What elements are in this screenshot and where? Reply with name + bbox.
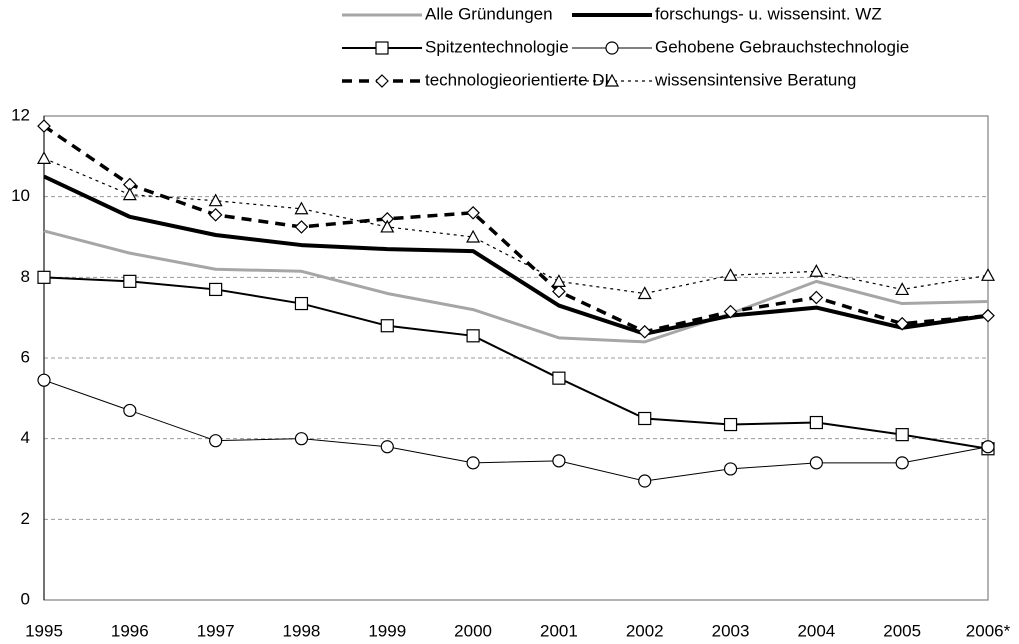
x-tick-label: 1997 <box>197 621 235 640</box>
legend-item: Gehobene Gebrauchstechnologie <box>572 37 909 56</box>
y-tick-label: 8 <box>21 267 30 286</box>
legend-item: Alle Gründungen <box>342 4 553 23</box>
x-tick-label: 2004 <box>797 621 835 640</box>
marker <box>294 296 309 311</box>
series-line <box>43 276 989 450</box>
marker <box>723 417 738 432</box>
x-tick-label: 2000 <box>454 621 492 640</box>
marker <box>895 428 909 442</box>
x-tick-label: 2001 <box>540 621 578 640</box>
marker <box>551 274 566 287</box>
marker <box>209 434 223 448</box>
legend-item: technologieorientierte DL <box>342 70 614 89</box>
x-tick-label: 1995 <box>25 621 63 640</box>
marker <box>809 290 824 305</box>
marker <box>123 274 137 288</box>
marker <box>36 151 52 164</box>
y-tick-label: 10 <box>11 186 30 205</box>
x-tick-label: 1996 <box>111 621 149 640</box>
marker <box>123 403 137 418</box>
y-tick-label: 12 <box>11 105 30 124</box>
legend-marker <box>604 73 620 87</box>
legend-marker <box>375 41 389 55</box>
marker <box>208 207 223 222</box>
marker <box>380 440 394 454</box>
marker <box>466 229 481 243</box>
marker <box>552 454 566 468</box>
marker <box>294 201 309 215</box>
series-line <box>43 157 989 295</box>
series-line <box>43 124 989 334</box>
marker <box>638 411 652 426</box>
legend-item: Spitzentechnologie <box>342 37 569 56</box>
marker <box>466 329 480 343</box>
marker <box>37 119 51 133</box>
legend-marker <box>605 41 619 55</box>
marker <box>895 282 910 296</box>
legend-marker <box>375 74 389 88</box>
marker <box>981 308 995 323</box>
x-tick-label: 2006* <box>966 621 1011 640</box>
marker <box>294 220 309 234</box>
marker <box>37 270 51 284</box>
legend-label: Alle Gründungen <box>425 4 553 23</box>
y-tick-label: 2 <box>21 509 30 528</box>
legend-label: technologieorientierte DL <box>425 70 614 89</box>
marker <box>294 432 309 446</box>
marker <box>552 284 566 299</box>
marker <box>122 187 137 201</box>
y-tick-label: 4 <box>21 428 30 447</box>
marker <box>980 268 996 281</box>
marker <box>809 415 823 430</box>
legend-item: wissensintensive Beratung <box>572 70 856 89</box>
marker <box>37 373 51 387</box>
marker <box>809 456 823 470</box>
marker <box>895 456 909 470</box>
series-line <box>43 379 989 482</box>
legend-label: Spitzentechnologie <box>425 37 569 56</box>
marker <box>209 282 223 297</box>
marker <box>466 456 480 470</box>
series-line <box>43 174 989 336</box>
marker <box>637 286 652 300</box>
legend-label: forschungs- u. wissensint. WZ <box>655 4 882 23</box>
y-tick-label: 0 <box>21 589 30 608</box>
marker <box>981 440 995 454</box>
legend-label: wissensintensive Beratung <box>654 70 856 89</box>
marker <box>380 219 395 233</box>
marker <box>638 474 652 488</box>
series-line <box>43 229 989 344</box>
marker <box>723 462 738 476</box>
marker <box>895 316 910 331</box>
legend-item: forschungs- u. wissensint. WZ <box>572 4 882 23</box>
marker <box>552 371 566 385</box>
x-tick-label: 1999 <box>368 621 406 640</box>
marker <box>380 319 394 333</box>
marker <box>723 268 738 281</box>
marker <box>637 324 652 339</box>
x-tick-label: 2002 <box>626 621 664 640</box>
x-tick-label: 2003 <box>712 621 750 640</box>
x-tick-label: 1998 <box>283 621 321 640</box>
legend-label: Gehobene Gebrauchstechnologie <box>655 37 909 56</box>
marker <box>208 193 223 207</box>
x-tick-label: 2005 <box>883 621 921 640</box>
marker <box>466 205 480 220</box>
marker <box>723 304 738 319</box>
y-tick-label: 6 <box>21 347 30 366</box>
marker <box>809 264 824 277</box>
